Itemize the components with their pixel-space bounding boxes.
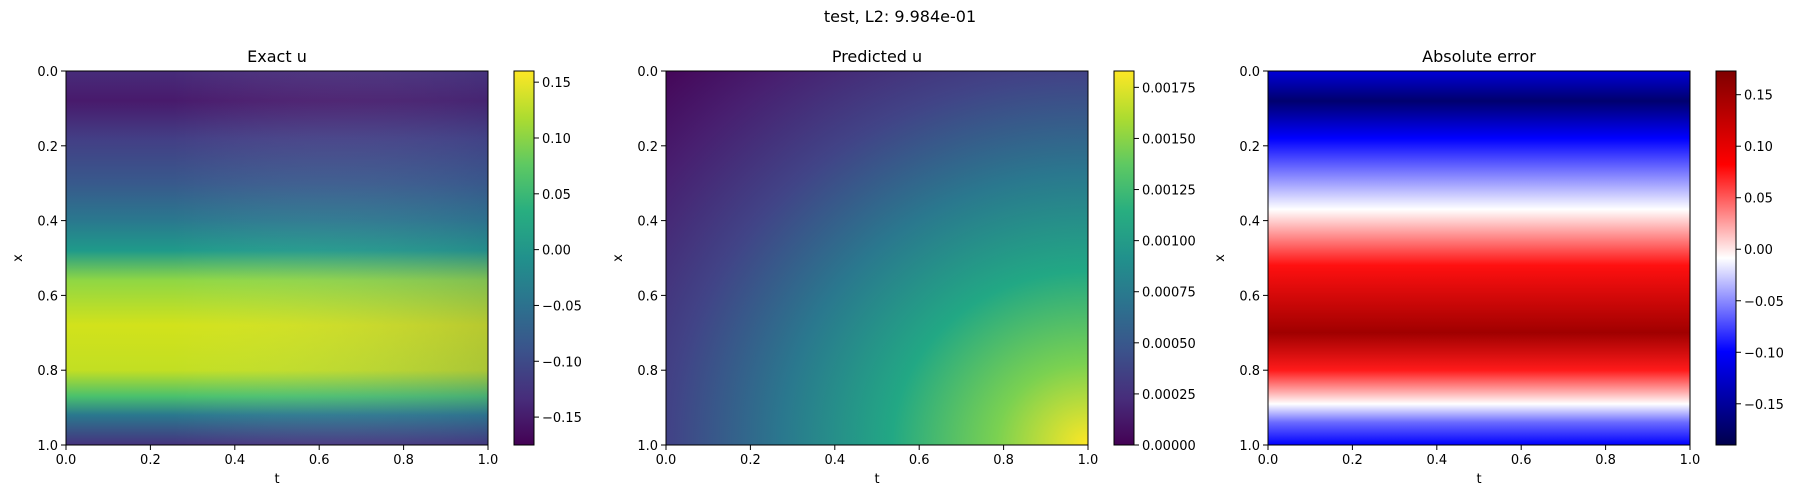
heatmap-shading bbox=[66, 71, 488, 445]
colorbar-tick-label: −0.15 bbox=[1744, 398, 1784, 413]
x-tick-label: 0.0 bbox=[656, 453, 677, 468]
x-tick-label: 0.4 bbox=[824, 453, 845, 468]
colorbar-gradient bbox=[1716, 71, 1736, 445]
subplot-title: Exact u bbox=[247, 47, 307, 66]
y-tick-label: 0.4 bbox=[637, 215, 658, 230]
x-tick-label: 0.2 bbox=[140, 453, 161, 468]
axes-frame bbox=[665, 70, 1089, 446]
y-tick-label: 0.0 bbox=[1239, 65, 1260, 80]
x-tick-label: 0.2 bbox=[1342, 453, 1363, 468]
colorbar: 0.15 0.10 0.05 0.00 −0.05 −0.10 −0.15 bbox=[513, 70, 582, 446]
colorbar-tick-label: 0.00000 bbox=[1142, 439, 1196, 454]
subplot-predicted: Predicted u0.0 0.2 0.4 0.6 0.8 1.00.00.20.40.… bbox=[611, 47, 1196, 487]
y-axis-label: x bbox=[11, 254, 26, 262]
y-tick-label: 0.2 bbox=[37, 140, 58, 155]
axes-frame bbox=[1267, 70, 1691, 446]
y-tick-label: 1.0 bbox=[37, 439, 58, 454]
x-tick-label: 0.6 bbox=[309, 453, 330, 468]
y-tick-label: 0.6 bbox=[637, 289, 658, 304]
colorbar-tick-label: −0.10 bbox=[1744, 346, 1784, 361]
subplot-title: Predicted u bbox=[832, 47, 922, 66]
heatmap-image bbox=[666, 71, 1088, 445]
x-tick-label: 0.8 bbox=[993, 453, 1014, 468]
colorbar-tick-label: 0.05 bbox=[1744, 192, 1773, 207]
figure-title: test, L2: 9.984e-01 bbox=[823, 7, 977, 26]
colorbar-tick-label: −0.15 bbox=[542, 411, 582, 426]
colorbar-gradient bbox=[1114, 71, 1134, 445]
colorbar-tick-label: 0.00100 bbox=[1142, 235, 1196, 250]
y-tick-label: 0.4 bbox=[1239, 215, 1260, 230]
subplot-title: Absolute error bbox=[1422, 47, 1536, 66]
colorbar-tick-label: −0.05 bbox=[1744, 295, 1784, 310]
x-tick-label: 0.4 bbox=[1426, 453, 1447, 468]
colorbar-frame bbox=[1715, 70, 1737, 446]
x-axis-label: t bbox=[874, 472, 879, 487]
colorbar-tick-label: 0.10 bbox=[1744, 140, 1773, 155]
x-tick-label: 0.8 bbox=[1595, 453, 1616, 468]
colorbar-tick-label: 0.00050 bbox=[1142, 337, 1196, 352]
colorbar: 0.00175 0.00150 0.00125 0.00100 0.00075 0.000… bbox=[1113, 70, 1196, 454]
colorbar: 0.15 0.10 0.05 0.00 −0.05 −0.10 −0.15 bbox=[1715, 70, 1784, 446]
colorbar-tick-label: 0.00025 bbox=[1142, 388, 1196, 403]
y-tick-label: 0.6 bbox=[37, 289, 58, 304]
x-tick-label: 0.0 bbox=[1258, 453, 1279, 468]
y-tick-label: 0.0 bbox=[37, 65, 58, 80]
y-tick-label: 0.2 bbox=[637, 140, 658, 155]
x-tick-label: 1.0 bbox=[1078, 453, 1099, 468]
colorbar-frame bbox=[513, 70, 535, 446]
x-axis-label: t bbox=[274, 472, 279, 487]
y-tick-label: 1.0 bbox=[637, 439, 658, 454]
colorbar-frame bbox=[1113, 70, 1135, 446]
colorbar-tick-label: 0.15 bbox=[542, 76, 571, 91]
y-tick-label: 0.8 bbox=[637, 364, 658, 379]
colorbar-tick-label: 0.05 bbox=[542, 188, 571, 203]
y-tick-label: 0.2 bbox=[1239, 140, 1260, 155]
y-tick-label: 0.6 bbox=[1239, 289, 1260, 304]
x-axis-label: t bbox=[1476, 472, 1481, 487]
colorbar-tick-label: 0.00175 bbox=[1142, 81, 1196, 96]
x-tick-label: 0.4 bbox=[224, 453, 245, 468]
colorbar-tick-label: 0.10 bbox=[542, 132, 571, 147]
colorbar-gradient bbox=[514, 71, 534, 445]
y-axis-label: x bbox=[1213, 254, 1228, 262]
y-axis-label: x bbox=[611, 254, 626, 262]
y-tick-label: 0.8 bbox=[1239, 364, 1260, 379]
x-tick-label: 0.8 bbox=[393, 453, 414, 468]
subplot-exact: Exact u0.0 0.2 0.4 0.6 0.8 1.00.00.20.40.60.8… bbox=[11, 47, 582, 487]
x-tick-label: 0.6 bbox=[1511, 453, 1532, 468]
x-tick-label: 0.0 bbox=[56, 453, 77, 468]
y-tick-label: 0.8 bbox=[37, 364, 58, 379]
x-tick-label: 1.0 bbox=[1680, 453, 1701, 468]
x-tick-label: 0.2 bbox=[740, 453, 761, 468]
colorbar-tick-label: −0.05 bbox=[542, 299, 582, 314]
x-tick-label: 0.6 bbox=[909, 453, 930, 468]
y-tick-label: 0.4 bbox=[37, 215, 58, 230]
colorbar-tick-label: 0.00 bbox=[1744, 243, 1773, 258]
colorbar-tick-label: 0.00125 bbox=[1142, 184, 1196, 199]
colorbar-tick-label: 0.00 bbox=[542, 244, 571, 259]
axes-frame bbox=[65, 70, 489, 446]
y-tick-label: 0.0 bbox=[637, 65, 658, 80]
colorbar-tick-label: 0.00150 bbox=[1142, 132, 1196, 147]
colorbar-tick-label: 0.15 bbox=[1744, 89, 1773, 104]
heatmap-image bbox=[1268, 71, 1690, 445]
colorbar-tick-label: −0.10 bbox=[542, 355, 582, 370]
x-tick-label: 1.0 bbox=[478, 453, 499, 468]
colorbar-tick-label: 0.00075 bbox=[1142, 286, 1196, 301]
y-tick-label: 1.0 bbox=[1239, 439, 1260, 454]
